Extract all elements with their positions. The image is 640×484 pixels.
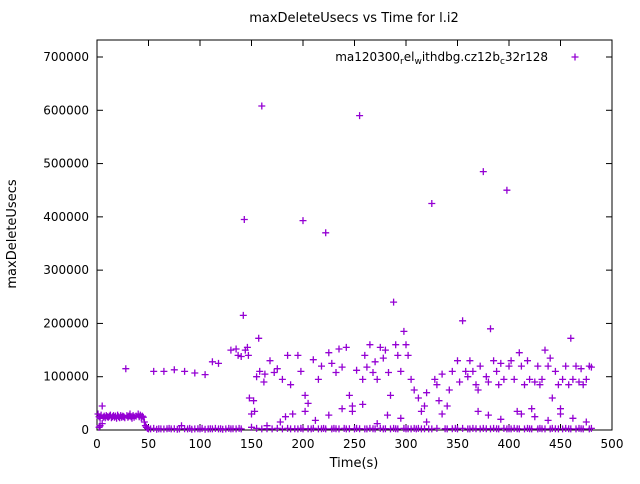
x-tick-label: 450 <box>549 437 572 451</box>
y-tick-label: 600000 <box>43 103 89 117</box>
x-tick-label: 50 <box>141 437 156 451</box>
x-tick-label: 250 <box>343 437 366 451</box>
y-tick-label: 300000 <box>43 263 89 277</box>
x-tick-label: 200 <box>292 437 315 451</box>
legend-marker <box>571 53 579 61</box>
x-tick-label: 150 <box>240 437 263 451</box>
y-tick-label: 400000 <box>43 210 89 224</box>
y-tick-label: 500000 <box>43 157 89 171</box>
x-tick-label: 350 <box>446 437 469 451</box>
axis-tick-labels: 0 50 100 150 200 250 300 350 400 450 500 0 100000 200… <box>43 50 623 451</box>
x-axis-label: Time(s) <box>329 456 379 471</box>
x-tick-label: 300 <box>395 437 418 451</box>
x-tick-label: 500 <box>601 437 624 451</box>
x-tick-label: 400 <box>498 437 521 451</box>
chart-title: maxDeleteUsecs vs Time for l.i2 <box>249 11 459 26</box>
x-tick-label: 100 <box>189 437 212 451</box>
y-tick-label: 700000 <box>43 50 89 64</box>
legend: ma120300relwithdbg.cz12bc32r128 <box>335 50 579 67</box>
legend-label: ma120300relwithdbg.cz12bc32r128 <box>335 50 548 67</box>
series-points <box>94 102 595 433</box>
data-points <box>94 102 595 433</box>
y-axis-label: maxDeleteUsecs <box>5 179 20 288</box>
y-tick-label: 100000 <box>43 370 89 384</box>
y-tick-label: 200000 <box>43 316 89 330</box>
y-tick-label: 0 <box>81 423 89 437</box>
x-tick-label: 0 <box>93 437 101 451</box>
